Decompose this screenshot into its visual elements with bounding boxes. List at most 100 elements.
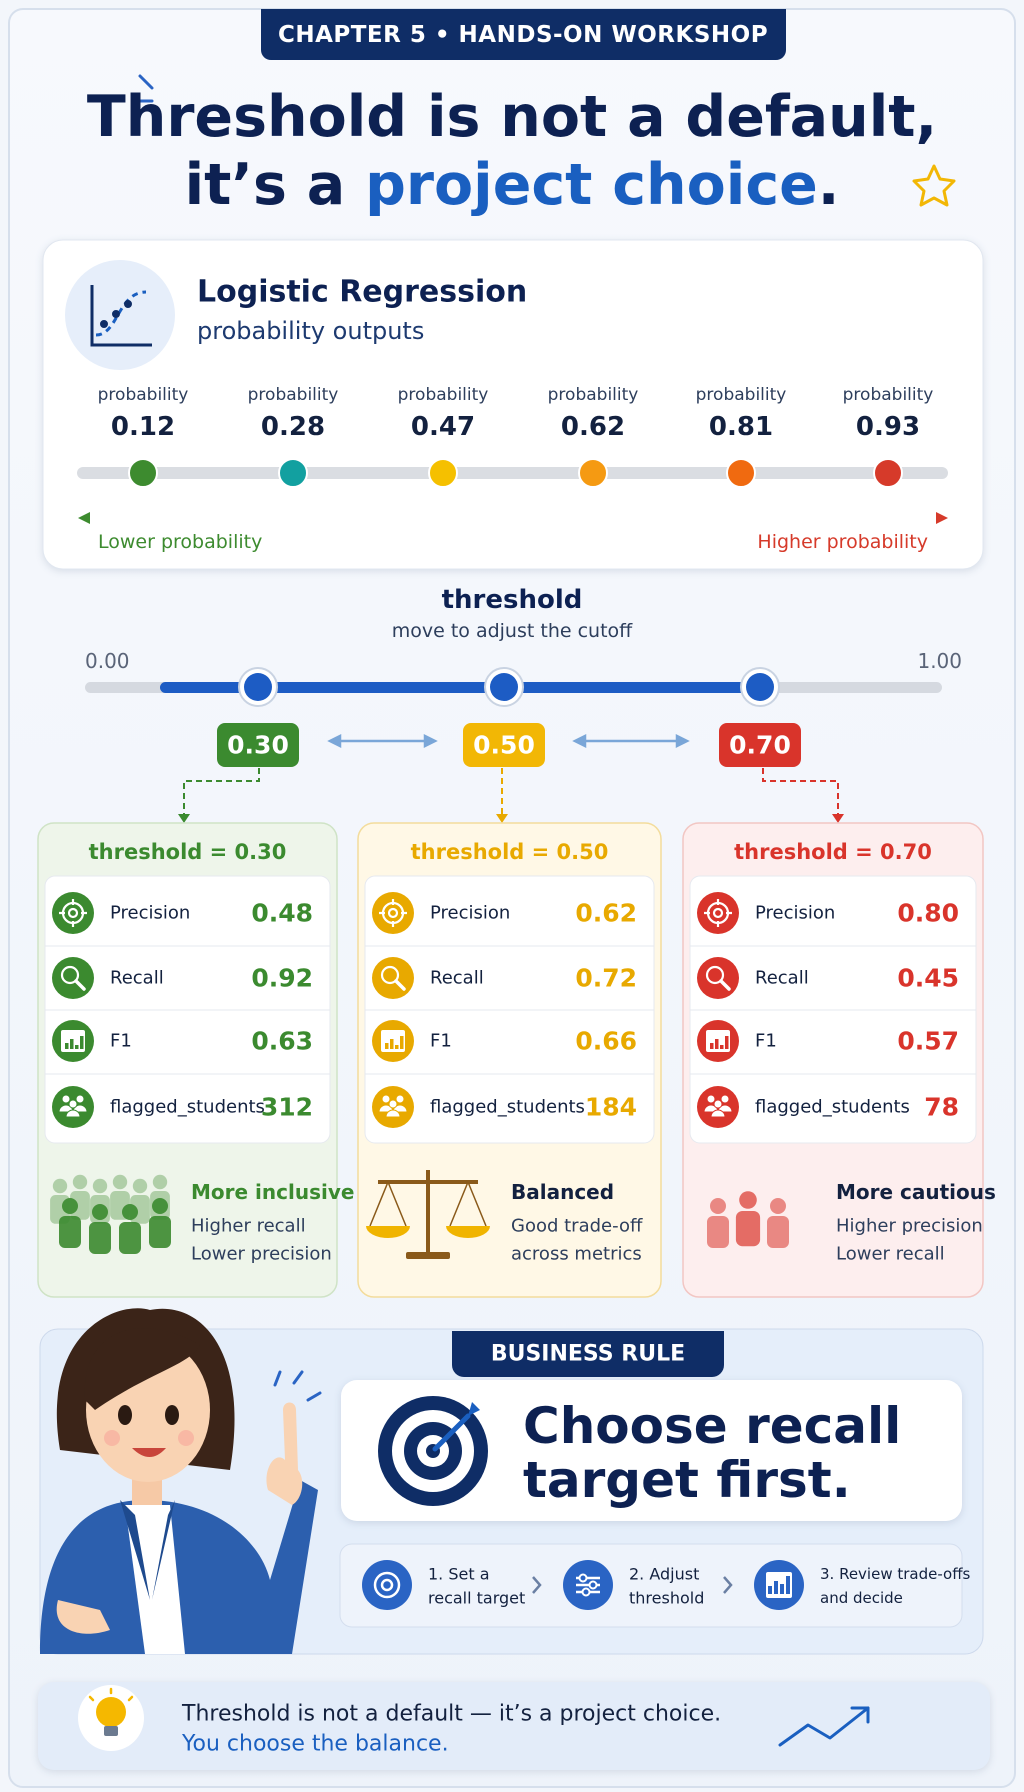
summary-line: Good trade-off	[511, 1216, 643, 1237]
model-subtitle: probability outputs	[197, 317, 424, 345]
threshold-pill-text: 0.30	[227, 731, 289, 760]
bulb-icon	[78, 1685, 144, 1751]
chapter-badge-text: CHAPTER 5 • HANDS-ON WORKSHOP	[278, 22, 768, 48]
metric-icon-bg	[52, 892, 94, 934]
metric-icon	[713, 1099, 723, 1109]
arrow-right	[936, 512, 948, 524]
chapter-badge	[261, 9, 786, 60]
metric-value: 0.66	[575, 1027, 637, 1056]
person-body	[707, 1216, 729, 1248]
metric-name: Recall	[430, 968, 484, 989]
threshold-pill-text: 0.70	[729, 731, 791, 760]
metric-icon	[719, 979, 731, 991]
metric-icon-bg	[372, 957, 414, 999]
person-head	[152, 1198, 168, 1214]
metric-value: 0.63	[251, 1027, 313, 1056]
metric-name: Precision	[110, 903, 190, 924]
metric-icon-bg	[372, 892, 414, 934]
slider-knob-center	[490, 673, 518, 701]
metric-value: 0.62	[575, 899, 637, 928]
metric-icon	[385, 1043, 389, 1049]
scenario-card: threshold = 0.30 Precision 0.48 Recall 0.92 F…	[37, 822, 354, 1298]
probability-label: probability	[248, 385, 339, 405]
slider-min: 0.00	[85, 649, 130, 673]
person-head	[152, 1174, 168, 1190]
metric-name: Recall	[110, 968, 164, 989]
connector	[762, 768, 839, 815]
probability-dot	[578, 458, 608, 488]
metric-icon	[80, 1036, 84, 1049]
metric-value: 0.72	[575, 964, 637, 993]
metric-name: flagged_students	[755, 1097, 910, 1118]
step-text: 1. Set a	[428, 1565, 490, 1584]
metric-name: flagged_students	[430, 1097, 585, 1118]
steps: 1. Set a recall target 2. Adjust threshold 3…	[362, 1560, 971, 1610]
person-head	[770, 1198, 786, 1214]
metric-icon	[60, 965, 80, 985]
metric-icon	[68, 1099, 78, 1109]
person-body	[89, 1222, 111, 1254]
person-head	[132, 1178, 148, 1194]
star	[912, 164, 956, 207]
scenario-card: threshold = 0.50 Precision 0.62 Recall 0.72 F…	[357, 822, 662, 1298]
person-head	[72, 1174, 88, 1190]
metric-value: 78	[924, 1093, 959, 1122]
scale-pan	[446, 1226, 490, 1238]
person-body	[119, 1222, 141, 1254]
step-icon-bg	[362, 1560, 412, 1610]
step-text: 2. Adjust	[629, 1565, 699, 1584]
metric-icon	[390, 1039, 394, 1049]
rule-line-2: target first.	[523, 1451, 851, 1509]
metric-icon	[715, 1039, 719, 1049]
summary-line: Lower precision	[191, 1244, 332, 1265]
metric-name: F1	[430, 1031, 452, 1052]
threshold-pill	[217, 723, 299, 767]
metric-icon	[725, 1036, 729, 1049]
probability-dot	[726, 458, 756, 488]
step-text: 3. Review trade-offs	[820, 1565, 971, 1583]
title-line-1: Threshold is not a default,	[87, 84, 937, 150]
metric-icon	[380, 965, 400, 985]
metric-icon	[706, 1094, 716, 1104]
metric-icon	[395, 1094, 405, 1104]
metric-icon	[712, 907, 724, 919]
metric-icon	[710, 1043, 714, 1049]
step-icon	[581, 1587, 591, 1597]
metric-name: Precision	[430, 903, 510, 924]
model-title: Logistic Regression	[197, 275, 527, 310]
probability-label: probability	[696, 385, 787, 405]
metric-icon	[65, 1109, 81, 1118]
person-head	[92, 1204, 108, 1220]
slider-title: threshold	[442, 585, 583, 615]
step-text: threshold	[629, 1589, 704, 1608]
metric-icon	[395, 1045, 399, 1049]
metric-icon	[705, 965, 725, 985]
person-body	[767, 1216, 789, 1248]
person-head	[92, 1178, 108, 1194]
metric-icon	[394, 979, 406, 991]
summary-line: across metrics	[511, 1244, 642, 1265]
metric-icon	[75, 1045, 79, 1049]
probability-dot	[873, 458, 903, 488]
step-icon	[768, 1586, 772, 1594]
probability-points: probability 0.12 probability 0.28 probabilit…	[98, 385, 933, 488]
sparkle	[134, 74, 154, 103]
scale-strings	[369, 1181, 407, 1227]
metric-icon	[70, 1039, 74, 1049]
metric-icon	[74, 979, 86, 991]
target-icon	[378, 1396, 488, 1506]
steps-box	[339, 1543, 963, 1628]
step-icon	[588, 1580, 598, 1590]
step-text: and decide	[820, 1589, 903, 1607]
metric-icon	[61, 1094, 71, 1104]
metric-name: F1	[110, 1031, 132, 1052]
rule-line-1: Choose recall	[523, 1397, 901, 1455]
model-icon-bg	[65, 260, 175, 370]
metric-icon-bg	[697, 892, 739, 934]
scenario-card: threshold = 0.70 Precision 0.80 Recall 0.45 F…	[682, 822, 996, 1298]
footer-box	[38, 1682, 990, 1770]
summary-line: Higher precision	[836, 1216, 983, 1237]
footer-line-1: Threshold is not a default — it’s a proj…	[181, 1702, 721, 1727]
summary-line: Lower recall	[836, 1244, 945, 1265]
